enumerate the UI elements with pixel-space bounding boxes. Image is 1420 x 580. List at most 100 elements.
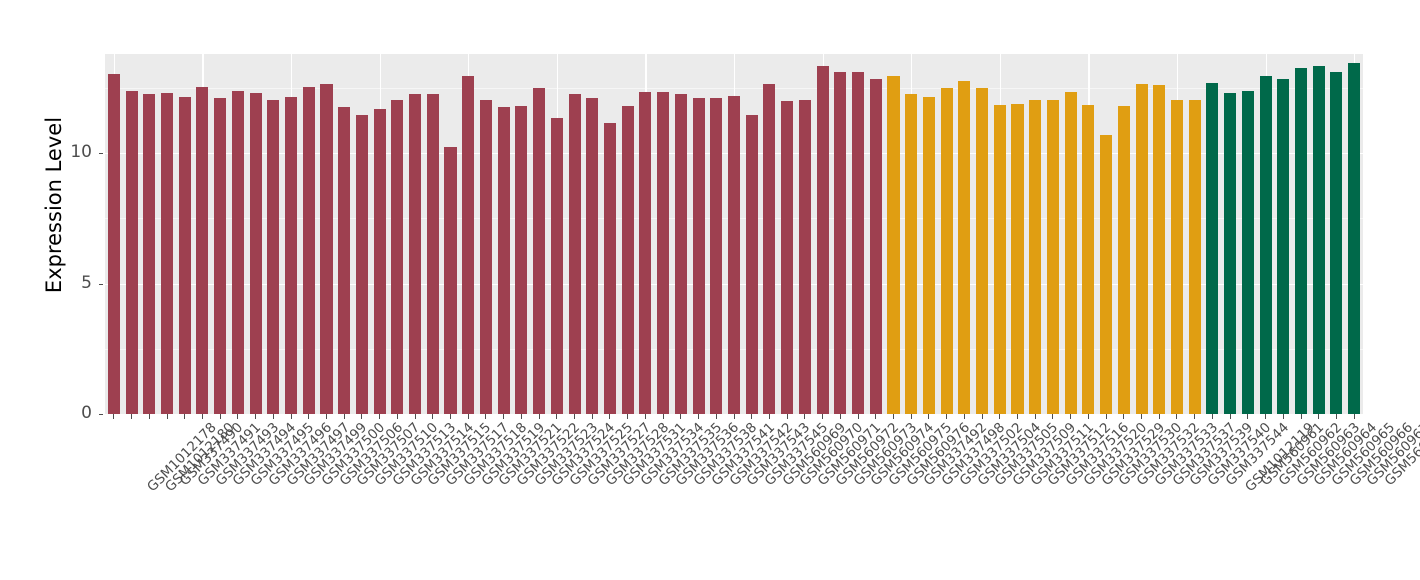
bar[interactable]	[409, 94, 422, 414]
bar-slot	[1168, 54, 1186, 414]
bar[interactable]	[798, 99, 811, 414]
bar[interactable]	[816, 65, 829, 414]
bar[interactable]	[1277, 78, 1290, 414]
bar[interactable]	[515, 106, 528, 414]
bars-container	[105, 54, 1363, 414]
bar[interactable]	[160, 93, 174, 414]
bar-slot	[1292, 54, 1310, 414]
bar[interactable]	[426, 94, 439, 414]
bar[interactable]	[958, 81, 971, 414]
bar[interactable]	[869, 78, 882, 414]
x-tick-mark	[1087, 414, 1089, 419]
bar[interactable]	[1153, 85, 1166, 414]
bar[interactable]	[497, 107, 510, 414]
bar[interactable]	[1312, 65, 1325, 414]
x-tick-mark	[485, 414, 487, 419]
bar[interactable]	[745, 115, 758, 414]
bar[interactable]	[1259, 76, 1272, 414]
bar-slot	[318, 54, 336, 414]
bar[interactable]	[214, 98, 227, 414]
bar-slot	[867, 54, 885, 414]
bar[interactable]	[231, 90, 244, 414]
bar[interactable]	[905, 94, 918, 414]
bar-slot	[725, 54, 743, 414]
x-tick-slot	[353, 414, 371, 420]
bar[interactable]	[533, 87, 546, 414]
bar[interactable]	[710, 98, 723, 414]
bar[interactable]	[1064, 91, 1077, 414]
bar[interactable]	[781, 100, 794, 414]
bar[interactable]	[1100, 134, 1113, 414]
x-tick-slot	[406, 414, 424, 420]
bar-slot	[406, 54, 424, 414]
bar[interactable]	[125, 90, 138, 414]
bar[interactable]	[674, 94, 687, 414]
bar-slot	[601, 54, 619, 414]
bar-slot	[158, 54, 176, 414]
x-tick-mark	[946, 414, 948, 419]
bar[interactable]	[1241, 90, 1254, 414]
bar[interactable]	[196, 86, 209, 414]
bar[interactable]	[834, 72, 847, 414]
bar[interactable]	[1011, 103, 1024, 414]
bar[interactable]	[586, 98, 599, 414]
x-tick-mark	[237, 414, 239, 419]
bar[interactable]	[1330, 72, 1343, 414]
bar[interactable]	[178, 97, 191, 414]
bar-slot	[707, 54, 725, 414]
x-tick-slot	[938, 414, 956, 420]
bar-slot	[1026, 54, 1044, 414]
bar[interactable]	[940, 87, 953, 414]
bar[interactable]	[479, 99, 492, 414]
bar[interactable]	[1224, 93, 1237, 414]
bar[interactable]	[887, 76, 900, 414]
bar[interactable]	[550, 117, 563, 414]
x-tick-slot	[654, 414, 672, 420]
bar[interactable]	[657, 91, 670, 414]
bar[interactable]	[727, 95, 741, 414]
bar[interactable]	[373, 108, 386, 414]
x-tick-slot	[1274, 414, 1292, 420]
x-tick-slot	[1239, 414, 1257, 420]
bar[interactable]	[568, 94, 581, 414]
bar[interactable]	[444, 146, 457, 414]
x-tick-mark	[786, 414, 788, 419]
bar[interactable]	[1046, 99, 1059, 414]
bar[interactable]	[621, 106, 634, 414]
bar[interactable]	[1135, 84, 1148, 414]
bar[interactable]	[143, 94, 156, 414]
bar[interactable]	[107, 73, 120, 414]
bar-slot	[1009, 54, 1027, 414]
bar[interactable]	[1117, 106, 1130, 414]
bar[interactable]	[639, 91, 652, 414]
bar[interactable]	[852, 72, 865, 414]
bar[interactable]	[462, 76, 475, 414]
bar[interactable]	[1206, 82, 1219, 414]
bar-slot	[902, 54, 920, 414]
bar[interactable]	[249, 93, 262, 414]
bar-slot	[335, 54, 353, 414]
bar[interactable]	[338, 107, 351, 414]
bar[interactable]	[1170, 99, 1183, 414]
bar[interactable]	[763, 84, 776, 414]
bar[interactable]	[1348, 63, 1361, 414]
x-tick-slot	[1044, 414, 1062, 420]
x-tick-slot	[1292, 414, 1310, 420]
bar[interactable]	[1188, 99, 1201, 414]
bar[interactable]	[355, 115, 368, 414]
bar[interactable]	[1029, 99, 1042, 414]
bar[interactable]	[302, 86, 315, 414]
x-tick-mark	[591, 414, 593, 419]
y-tick-label: 0	[81, 403, 92, 423]
bar[interactable]	[320, 84, 333, 414]
bar[interactable]	[391, 99, 404, 414]
bar[interactable]	[993, 104, 1006, 414]
bar[interactable]	[1082, 104, 1095, 414]
bar[interactable]	[603, 123, 616, 414]
bar[interactable]	[285, 97, 298, 414]
bar[interactable]	[976, 87, 989, 414]
bar[interactable]	[1294, 68, 1308, 414]
bar[interactable]	[267, 99, 280, 414]
bar[interactable]	[922, 97, 935, 414]
bar[interactable]	[692, 98, 705, 414]
